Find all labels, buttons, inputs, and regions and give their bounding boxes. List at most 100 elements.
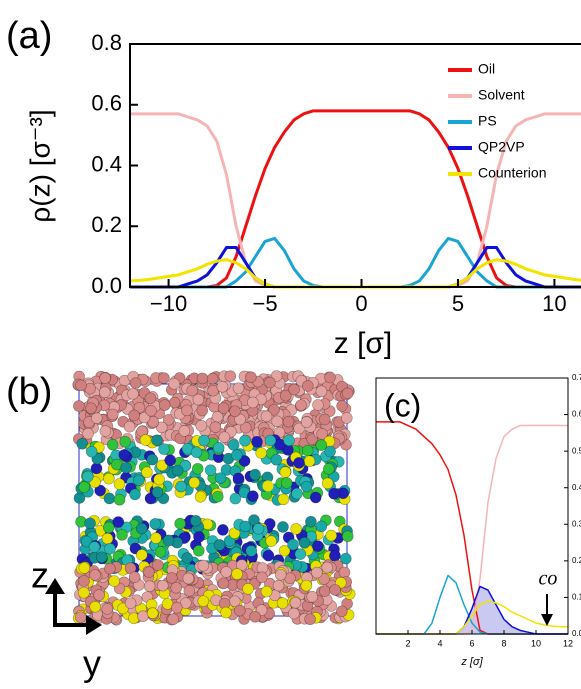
bead: [252, 522, 265, 535]
legend-label: QP2VP: [478, 139, 525, 155]
bead: [293, 422, 305, 435]
bead: [78, 481, 91, 493]
bead: [99, 425, 112, 437]
bead: [217, 402, 230, 414]
bead: [335, 605, 348, 618]
bead: [104, 542, 116, 555]
bead: [239, 434, 251, 447]
bead: [129, 488, 141, 501]
bead: [182, 572, 195, 585]
bead: [251, 436, 263, 448]
x-tick-label: 2: [405, 638, 410, 648]
annotation: co: [539, 568, 558, 590]
series-line: [130, 109, 581, 289]
bead: [102, 521, 115, 534]
bead: [256, 571, 268, 584]
y-tick-label: 0.2: [572, 556, 581, 565]
bead: [190, 446, 203, 459]
bead: [329, 584, 341, 596]
x-axis-label: z [σ]: [460, 656, 483, 668]
bead: [119, 435, 132, 448]
axis-label: z: [31, 555, 49, 596]
bead: [162, 534, 175, 547]
bead: [262, 480, 274, 492]
bead: [84, 517, 96, 530]
bead: [341, 530, 354, 543]
bead: [124, 597, 137, 610]
bead: [272, 579, 285, 592]
bead: [123, 420, 136, 433]
bead: [234, 413, 246, 426]
bead: [279, 389, 292, 402]
bead: [318, 413, 331, 426]
bead: [135, 522, 148, 535]
bead: [85, 445, 98, 458]
bead: [192, 544, 205, 557]
bead: [192, 393, 205, 406]
bead: [238, 455, 251, 467]
bead: [312, 540, 324, 552]
bead: [311, 566, 323, 579]
bead: [146, 453, 159, 466]
bead: [99, 372, 111, 384]
bead: [166, 572, 178, 584]
bead: [217, 577, 230, 590]
bead: [227, 439, 240, 451]
bead: [136, 549, 148, 561]
bead: [338, 566, 351, 579]
x-tick-label: 12: [563, 638, 573, 648]
bead: [268, 403, 280, 416]
bead: [301, 444, 314, 457]
bead: [279, 466, 292, 478]
y-tick-label: 0.5: [572, 446, 581, 455]
bead: [265, 535, 278, 547]
bead: [74, 611, 87, 624]
bead: [271, 415, 283, 428]
bead: [239, 421, 252, 434]
bead: [127, 388, 139, 400]
bead: [209, 421, 222, 434]
bead: [171, 464, 184, 477]
bead: [178, 425, 191, 437]
bead: [306, 433, 318, 445]
bead: [247, 490, 259, 502]
bead: [289, 596, 302, 609]
bead: [145, 404, 157, 417]
bead: [101, 603, 114, 615]
bead: [290, 523, 302, 535]
bead: [319, 585, 331, 597]
legend-label: PS: [478, 113, 497, 129]
bead: [315, 385, 328, 398]
bead: [158, 443, 170, 455]
bead: [143, 580, 156, 593]
bead: [170, 581, 183, 594]
bead: [195, 419, 208, 432]
legend-label: Oil: [478, 61, 495, 77]
bead: [152, 559, 164, 571]
x-tick-label: 5: [452, 291, 464, 316]
bead: [229, 405, 241, 418]
bead: [78, 562, 91, 574]
bead: [309, 491, 322, 504]
panel-label: (c): [384, 387, 421, 423]
arrow-head: [541, 614, 553, 626]
bead: [151, 486, 164, 498]
bead: [171, 601, 183, 614]
bead: [179, 597, 192, 609]
bead: [181, 404, 193, 417]
bead: [260, 410, 273, 423]
bead: [300, 480, 313, 493]
bead: [328, 487, 340, 500]
y-tick-label: 0.8: [91, 30, 122, 55]
bead: [220, 566, 233, 578]
bead: [162, 413, 175, 426]
bead: [300, 416, 313, 428]
bead: [229, 492, 242, 505]
bead: [164, 454, 177, 467]
bead: [294, 548, 307, 560]
panel-label: (b): [6, 371, 52, 413]
bead: [76, 437, 89, 450]
bead: [198, 434, 210, 447]
